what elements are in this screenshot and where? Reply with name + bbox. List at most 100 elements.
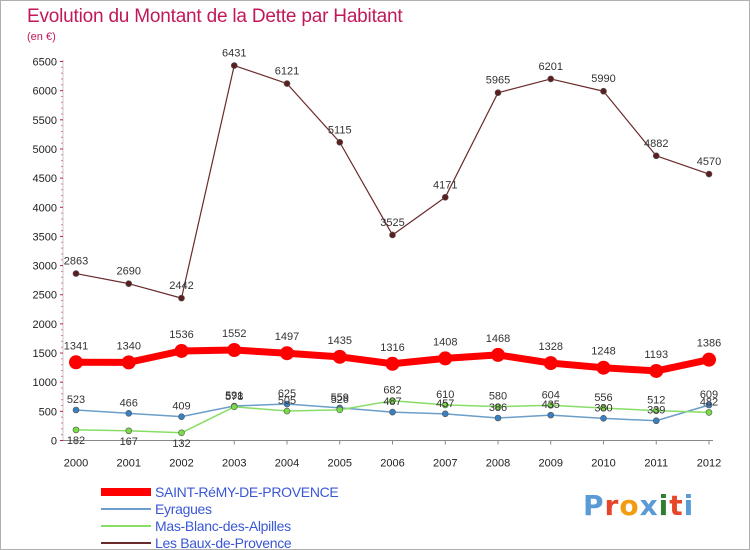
logo-letter: i [658, 489, 670, 522]
data-point [389, 231, 396, 239]
logo-letter: t [669, 489, 684, 522]
data-label: 386 [489, 402, 507, 414]
data-label: 380 [594, 402, 612, 414]
data-label: 6431 [222, 48, 246, 60]
data-label: 4570 [697, 156, 721, 168]
data-point [494, 403, 502, 410]
data-point [283, 80, 291, 87]
x-tick-label: 2006 [380, 458, 404, 470]
data-label: 6121 [275, 66, 299, 78]
data-point [283, 400, 291, 408]
data-label: 625 [278, 388, 296, 400]
data-label: 526 [331, 394, 349, 406]
data-label: 487 [383, 396, 401, 408]
y-tick-label: 4500 [33, 173, 57, 185]
data-point [705, 409, 713, 416]
y-tick-label: 1000 [33, 377, 57, 389]
data-point [547, 75, 555, 83]
data-point [280, 346, 294, 361]
data-point [491, 347, 505, 362]
legend-label-les-baux: Les Baux-de-Provence [155, 535, 292, 550]
y-tick-label: 1500 [33, 348, 57, 360]
data-point [389, 408, 396, 416]
data-point [389, 397, 396, 405]
data-label: 1248 [591, 346, 615, 358]
y-tick-label: 3000 [33, 261, 57, 273]
legend-label-saint-remy: SAINT-RéMY-DE-PROVENCE [155, 484, 339, 500]
y-tick-label: 0 [51, 436, 57, 448]
data-point [702, 352, 716, 367]
data-label: 556 [594, 392, 612, 404]
x-tick-label: 2001 [117, 458, 141, 470]
data-point [600, 415, 607, 422]
x-tick-label: 2011 [644, 458, 668, 470]
data-label: 132 [172, 438, 190, 450]
logo-letter: i [683, 489, 695, 522]
data-point [125, 410, 133, 417]
data-point [336, 138, 344, 146]
legend-label-eyragues: Eyragues [155, 501, 212, 517]
legend-swatch-eyragues [101, 508, 151, 510]
data-label: 6201 [539, 61, 563, 73]
data-point [283, 407, 291, 415]
data-point [441, 193, 449, 201]
data-label: 4882 [644, 138, 668, 150]
data-point [547, 411, 555, 419]
data-point [227, 343, 242, 358]
data-label: 1193 [644, 349, 668, 361]
data-label: 5965 [486, 75, 510, 87]
data-label: 1468 [486, 333, 510, 345]
data-label: 1341 [64, 340, 88, 352]
x-tick-label: 2000 [64, 458, 88, 470]
data-label: 523 [67, 394, 85, 406]
y-tick-label: 500 [39, 406, 57, 418]
logo-letter: P [583, 489, 605, 522]
data-label: 1340 [117, 340, 141, 352]
data-point [178, 413, 185, 420]
data-label: 609 [700, 389, 718, 401]
data-label: 2442 [169, 280, 193, 292]
data-label: 1386 [697, 338, 721, 350]
data-point [332, 349, 347, 364]
legend-swatch-les-baux [101, 542, 151, 544]
data-point [600, 404, 607, 412]
data-point [543, 356, 558, 371]
data-label: 580 [489, 391, 507, 403]
data-label: 559 [331, 392, 349, 404]
x-tick-label: 2010 [591, 458, 615, 470]
data-label: 2690 [117, 266, 141, 278]
proxiti-logo: Proxiti [583, 489, 694, 522]
data-label: 1328 [539, 341, 563, 353]
chart-title: Evolution du Montant de la Dette par Hab… [27, 6, 403, 27]
y-tick-label: 3500 [33, 231, 57, 243]
y-tick-label: 6500 [33, 57, 57, 69]
data-point [596, 360, 611, 375]
data-label: 482 [700, 396, 718, 408]
data-label: 578 [225, 391, 243, 403]
data-point [178, 429, 185, 437]
data-point [649, 363, 664, 378]
y-tick-label: 6000 [33, 86, 57, 98]
data-point [494, 414, 502, 422]
x-tick-label: 2007 [433, 458, 457, 470]
data-point [600, 87, 607, 95]
data-point [441, 401, 449, 409]
data-label: 2863 [64, 256, 88, 268]
series-line-3 [75, 64, 710, 299]
data-label: 182 [67, 435, 85, 447]
x-tick-label: 2005 [328, 458, 352, 470]
data-point [121, 355, 136, 370]
data-point [72, 270, 80, 277]
data-label: 167 [120, 436, 138, 448]
x-tick-label: 2012 [697, 458, 721, 470]
data-label: 457 [436, 398, 454, 410]
data-point [441, 410, 449, 418]
y-tick-label: 2500 [33, 290, 57, 302]
data-point [652, 152, 660, 160]
data-point [336, 406, 344, 414]
x-tick-label: 2004 [275, 458, 299, 470]
data-label: 3525 [380, 217, 404, 229]
data-label: 409 [172, 401, 190, 413]
data-label: 4171 [433, 179, 457, 191]
